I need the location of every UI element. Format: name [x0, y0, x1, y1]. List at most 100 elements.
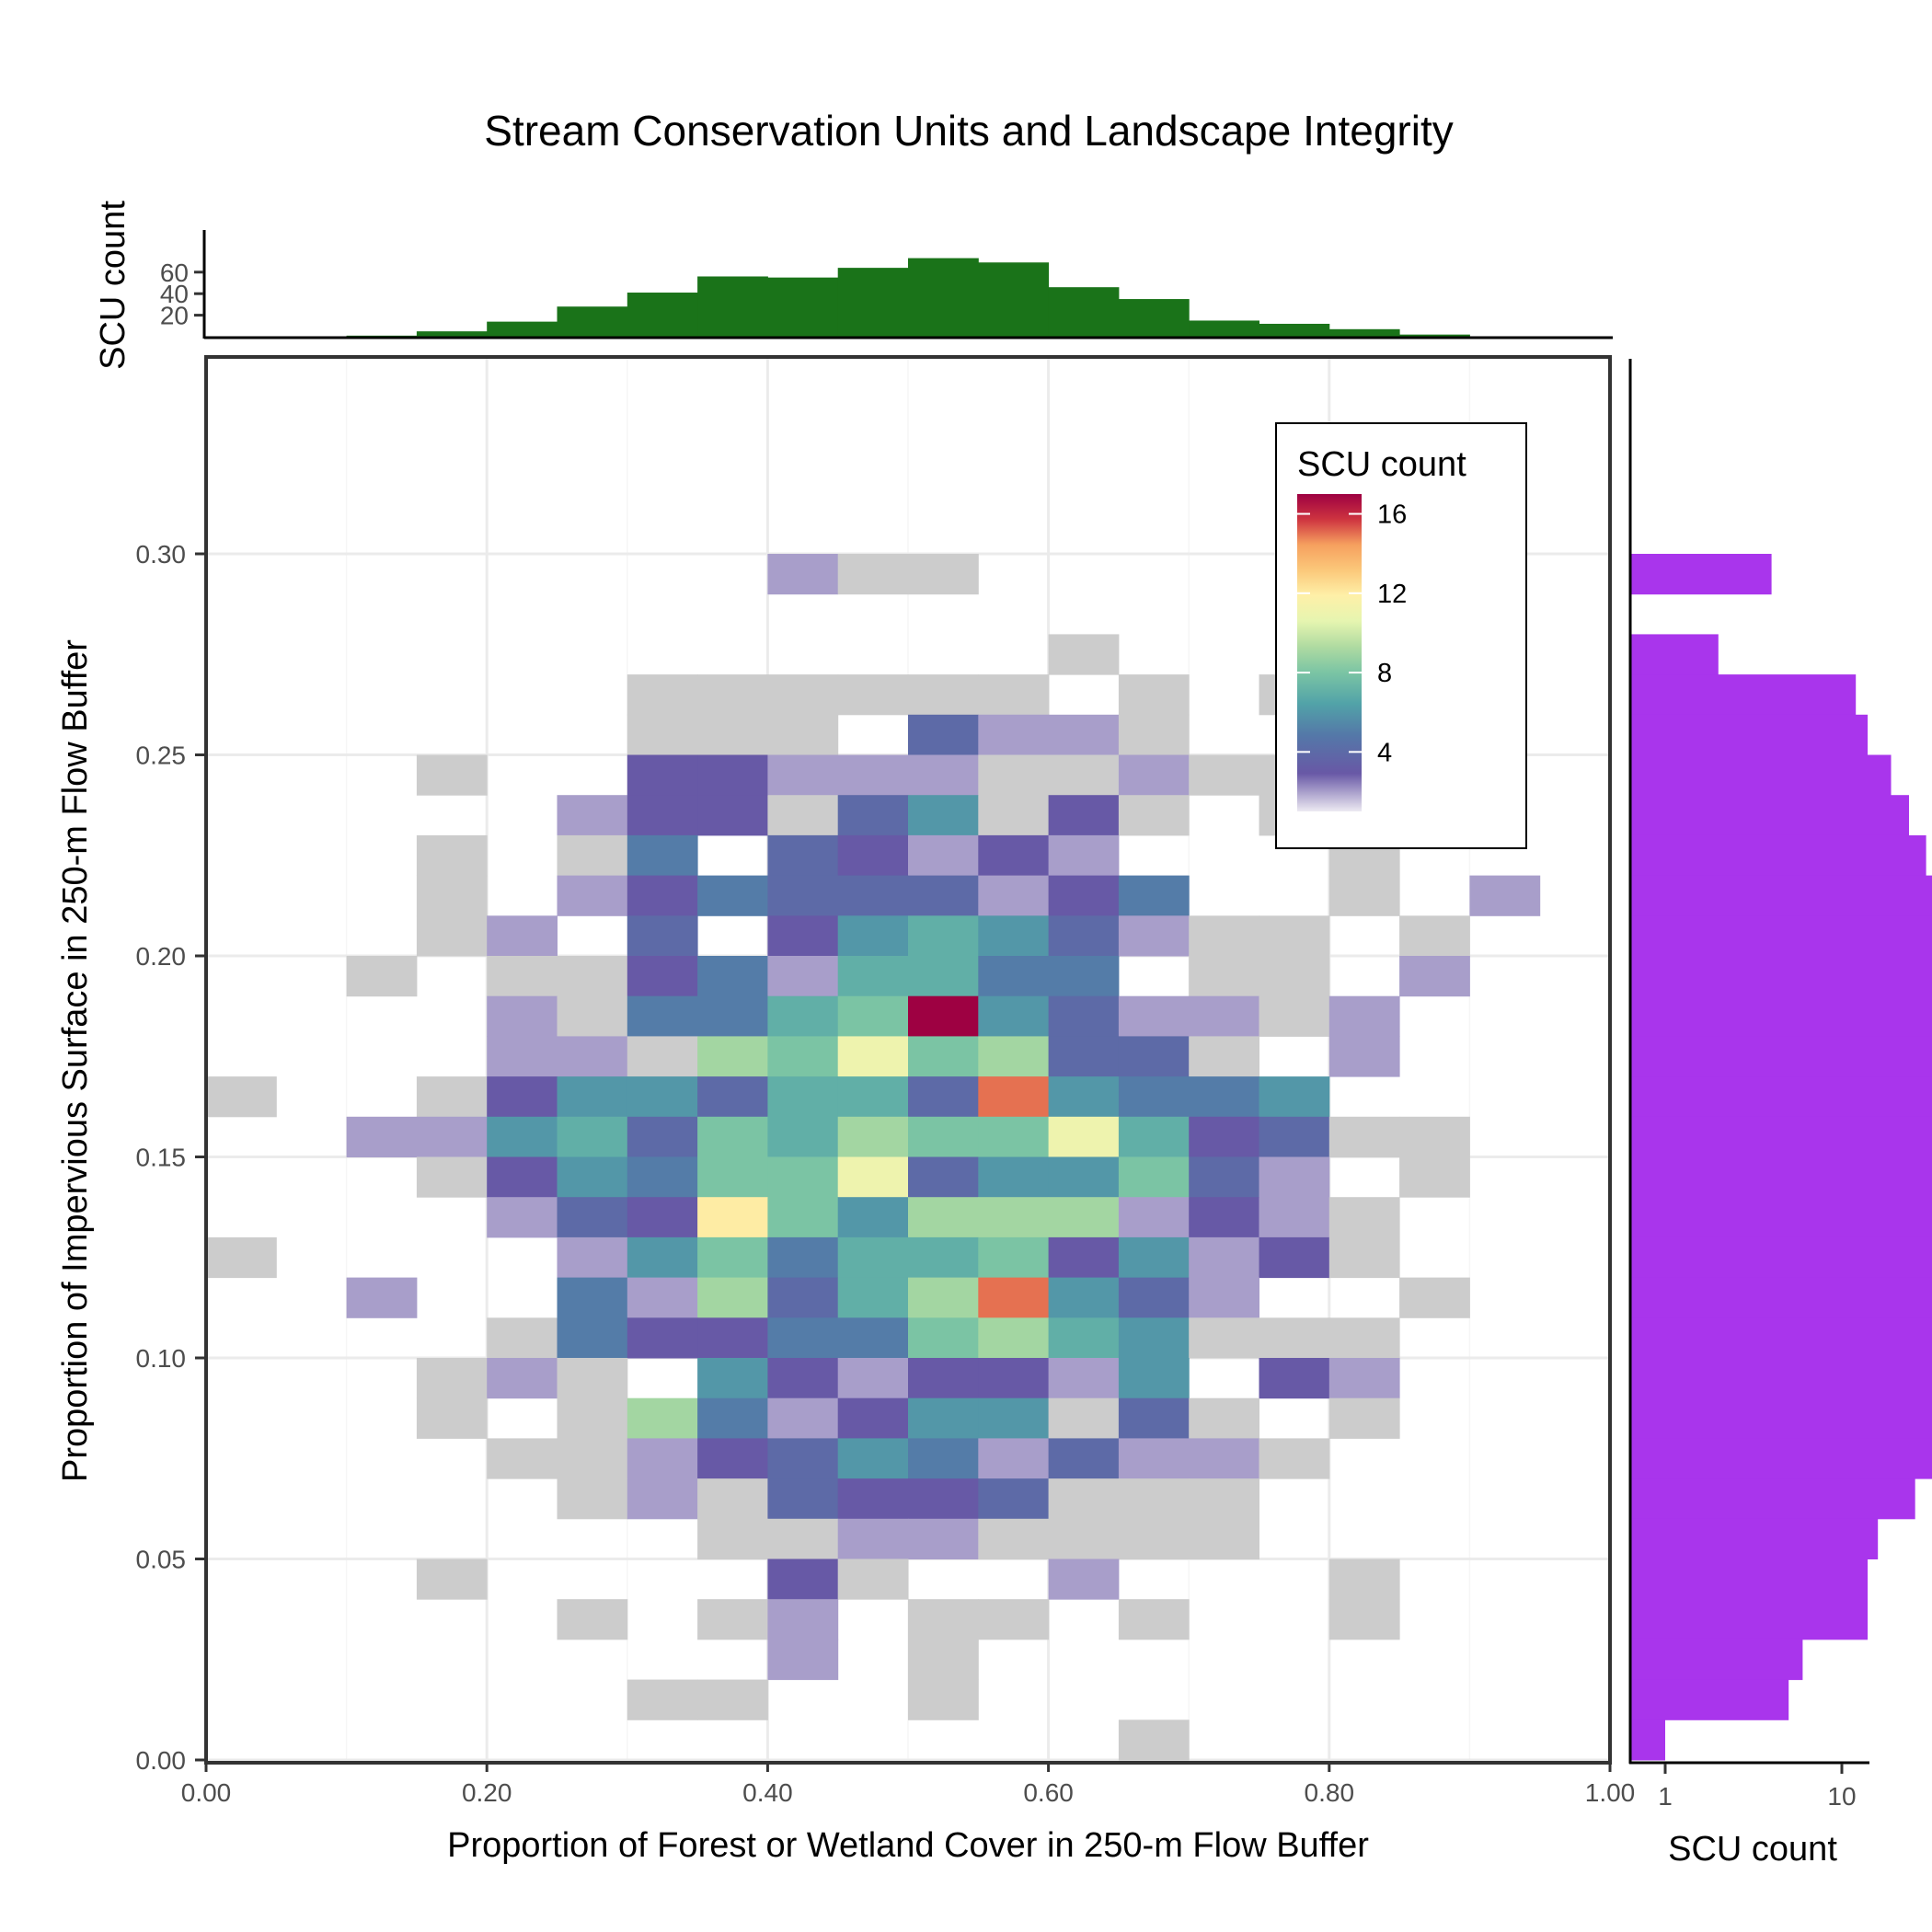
- heatmap-cell: [697, 1599, 768, 1640]
- right-histogram-bar: [1631, 554, 1772, 595]
- heatmap-cell: [557, 1317, 628, 1359]
- right-histogram-bar: [1631, 1156, 1932, 1198]
- y-axis-title: Proportion of Impervious Surface in 250-…: [56, 639, 95, 1482]
- heatmap-cell: [1118, 674, 1190, 716]
- legend: SCU count 16 12 8 4: [1275, 422, 1527, 849]
- heatmap-cell: [978, 834, 1050, 877]
- heatmap-cell: [837, 995, 909, 1037]
- heatmap-cell: [1189, 1116, 1259, 1157]
- top-histogram-bar: [1118, 299, 1190, 337]
- heatmap-cell: [627, 1076, 698, 1118]
- right-histogram-bar: [1631, 1197, 1932, 1238]
- heatmap-cell: [1189, 1438, 1259, 1479]
- heatmap-cell: [908, 1076, 979, 1118]
- heatmap-cell: [908, 1116, 979, 1157]
- heatmap-cell: [767, 1358, 839, 1399]
- heatmap-cell: [837, 1478, 909, 1520]
- top-histogram-bar: [346, 335, 418, 337]
- heatmap-cell: [1399, 915, 1470, 957]
- heatmap-cell: [908, 1277, 979, 1318]
- heatmap-cell: [767, 1478, 839, 1520]
- heatmap-cell: [557, 1599, 628, 1640]
- heatmap-cell: [627, 1236, 698, 1279]
- heatmap-cell: [1259, 1317, 1330, 1359]
- heatmap-cell: [487, 1438, 558, 1479]
- heatmap-cell: [346, 956, 418, 997]
- y-tick-label: 0.20: [136, 942, 187, 971]
- heatmap-cell: [908, 1639, 979, 1681]
- heatmap-cell: [978, 1397, 1050, 1439]
- right-histogram-bar: [1631, 956, 1932, 997]
- heatmap-cell: [1328, 875, 1400, 916]
- right-histogram-bar: [1631, 875, 1932, 916]
- right-histogram-bar: [1631, 1116, 1932, 1157]
- heatmap-cell: [627, 1277, 698, 1318]
- heatmap-cell: [627, 834, 698, 877]
- heatmap-cell: [837, 875, 909, 916]
- heatmap-cell: [767, 1599, 839, 1640]
- right-histogram-bar: [1631, 674, 1857, 716]
- heatmap-cell: [487, 1036, 558, 1077]
- right-histogram-bar: [1631, 634, 1719, 675]
- heatmap-cell: [908, 714, 979, 755]
- legend-title: SCU count: [1297, 445, 1466, 484]
- right-histogram-bar: [1631, 714, 1869, 755]
- x-tick-label: 0.60: [1023, 1778, 1074, 1807]
- heatmap-cell: [416, 1116, 488, 1157]
- heatmap-cell: [416, 1156, 488, 1198]
- heatmap-cell: [1469, 875, 1541, 916]
- right-histogram-bar: [1631, 995, 1932, 1037]
- right-histogram-tick-label: 10: [1827, 1782, 1856, 1811]
- heatmap-cell: [1328, 1358, 1400, 1399]
- heatmap-cell: [1189, 1277, 1259, 1318]
- right-histogram-bar: [1631, 1719, 1665, 1761]
- heatmap-cell: [1328, 1036, 1400, 1077]
- heatmap-cell: [1118, 1438, 1190, 1479]
- top-histogram-bar: [627, 293, 698, 337]
- heatmap-cell: [1189, 995, 1259, 1037]
- heatmap-cell: [487, 1076, 558, 1118]
- heatmap-cell: [767, 795, 839, 836]
- heatmap-cell: [908, 1236, 979, 1279]
- heatmap-cell: [416, 1558, 488, 1600]
- heatmap-cell: [1189, 1518, 1259, 1559]
- heatmap-cell: [627, 1478, 698, 1520]
- right-histogram-bar: [1631, 1236, 1932, 1279]
- heatmap-cell: [837, 1156, 909, 1198]
- heatmap-cell: [1118, 1518, 1190, 1559]
- heatmap-cell: [978, 754, 1050, 796]
- heatmap-cell: [1048, 1438, 1120, 1479]
- heatmap-cell: [697, 875, 768, 916]
- heatmap-cell: [697, 956, 768, 997]
- heatmap-cell: [1328, 1197, 1400, 1238]
- heatmap-cell: [1118, 875, 1190, 916]
- legend-tick-label: 4: [1377, 738, 1392, 767]
- heatmap-cell: [837, 1236, 909, 1279]
- heatmap-cell: [837, 1558, 909, 1600]
- heatmap-cell: [416, 1397, 488, 1439]
- heatmap-cell: [627, 1397, 698, 1439]
- heatmap-cell: [627, 1036, 698, 1077]
- heatmap-cell: [557, 1397, 628, 1439]
- heatmap-cell: [908, 1317, 979, 1359]
- heatmap-cell: [767, 1036, 839, 1077]
- heatmap-cell: [487, 1358, 558, 1399]
- heatmap-cell: [978, 1277, 1050, 1318]
- heatmap-cell: [697, 1518, 768, 1559]
- top-histogram-tick-label: 20: [160, 302, 189, 330]
- right-histogram-bar: [1631, 1036, 1932, 1077]
- x-axis-ticks: 0.00 0.20 0.40 0.60 0.80 1.00: [181, 1763, 1635, 1807]
- heatmap-cell: [837, 834, 909, 877]
- top-histogram-bar: [978, 262, 1050, 337]
- heatmap-cell: [1048, 1076, 1120, 1118]
- heatmap-cell: [978, 1156, 1050, 1198]
- heatmap-cell: [908, 1036, 979, 1077]
- heatmap-cell: [837, 956, 909, 997]
- heatmap-cell: [1328, 1317, 1400, 1359]
- heatmap-cell: [837, 1358, 909, 1399]
- heatmap-cell: [978, 1438, 1050, 1479]
- heatmap-cell: [1048, 714, 1120, 755]
- heatmap-cell: [908, 875, 979, 916]
- heatmap-cell: [557, 1358, 628, 1399]
